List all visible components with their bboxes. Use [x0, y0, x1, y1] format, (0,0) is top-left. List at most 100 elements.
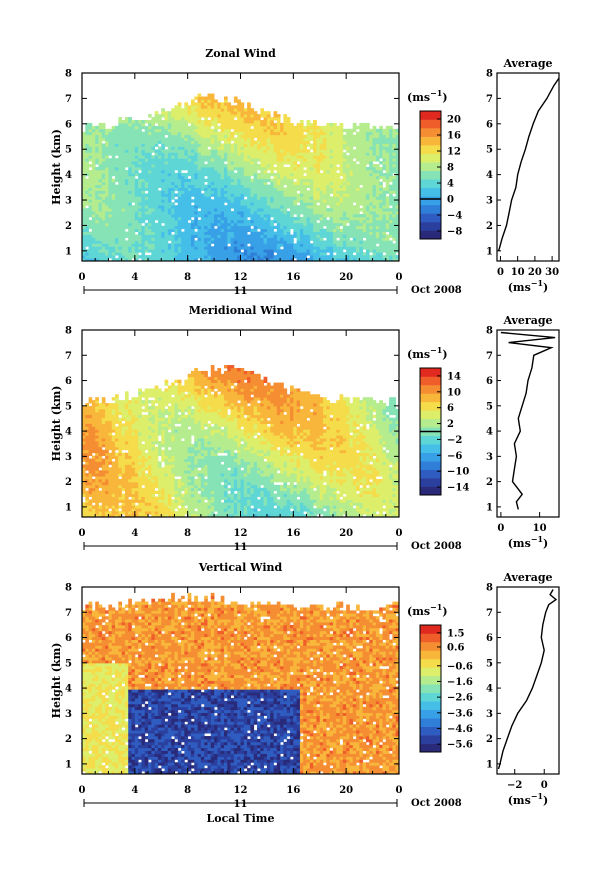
heatmap-cell: [247, 155, 251, 159]
heatmap-cell: [115, 219, 119, 224]
heatmap-cell: [171, 143, 175, 147]
heatmap-cell: [164, 211, 169, 215]
heatmap-cell: [336, 131, 340, 136]
heatmap-cell: [253, 216, 258, 221]
heatmap-cell: [171, 146, 175, 150]
heatmap-cell: [263, 128, 268, 133]
heatmap-cell: [369, 225, 373, 230]
heatmap-cell: [306, 216, 311, 221]
heatmap-cell: [332, 216, 337, 221]
heatmap-cell: [296, 222, 301, 227]
heatmap-cell: [319, 196, 324, 200]
heatmap-cell: [144, 231, 149, 235]
heatmap-cell: [270, 155, 274, 159]
heatmap-cell: [217, 158, 222, 162]
heatmap-cell: [299, 167, 304, 171]
heatmap-cell: [210, 102, 215, 106]
heatmap-cell: [375, 211, 380, 215]
heatmap-cell: [313, 120, 317, 124]
heatmap-cell: [171, 164, 175, 168]
heatmap-cell: [283, 205, 288, 209]
heatmap-cell: [171, 219, 175, 224]
heatmap-cell: [174, 158, 179, 162]
heatmap-cell: [263, 243, 268, 247]
heatmap-cell: [319, 240, 324, 244]
unit-text: (ms: [407, 91, 430, 104]
heatmap-cell: [200, 202, 205, 206]
heatmap-cell: [124, 137, 129, 141]
heatmap-cell: [326, 149, 331, 153]
heatmap-cell: [273, 196, 278, 200]
heatmap-cell: [247, 199, 251, 203]
heatmap-cell: [369, 128, 373, 133]
heatmap-cell: [392, 231, 397, 235]
heatmap-cell: [174, 155, 179, 159]
heatmap-cell: [273, 146, 278, 150]
heatmap-cell: [214, 99, 218, 103]
heatmap-cell: [85, 137, 89, 141]
heatmap-cell: [177, 205, 182, 209]
heatmap-cell: [346, 208, 350, 212]
heatmap-cell: [128, 202, 132, 206]
heatmap-cell: [157, 137, 162, 141]
heatmap-cell: [296, 193, 301, 197]
heatmap-cell: [141, 125, 146, 130]
heatmap-cell: [88, 199, 93, 203]
heatmap-cell: [118, 216, 123, 221]
heatmap-cell: [270, 169, 274, 174]
heatmap-cell: [323, 205, 327, 209]
heatmap-cell: [128, 216, 132, 221]
heatmap-cell: [167, 155, 172, 159]
heatmap-cell: [253, 205, 258, 209]
heatmap-cell: [299, 205, 304, 209]
heatmap-cell: [91, 231, 96, 235]
heatmap-cell: [227, 155, 231, 159]
heatmap-cell: [385, 249, 390, 253]
heatmap-cell: [85, 216, 89, 221]
heatmap-cell: [88, 134, 93, 139]
heatmap-cell: [349, 240, 354, 244]
heatmap-cell: [111, 128, 116, 133]
heatmap-cell: [141, 255, 146, 259]
heatmap-cell: [105, 479, 109, 483]
heatmap-cell: [230, 216, 235, 221]
heatmap-cell: [270, 122, 274, 127]
heatmap-cell: [105, 417, 109, 421]
heatmap-cell: [306, 178, 311, 183]
heatmap-cell: [349, 249, 354, 253]
heatmap-cell: [382, 258, 387, 262]
heatmap-cell: [379, 237, 383, 241]
heatmap-cell: [82, 408, 86, 413]
heatmap-cell: [392, 255, 397, 259]
heatmap-cell: [108, 514, 113, 518]
heatmap-cell: [326, 243, 331, 247]
heatmap-cell: [220, 211, 225, 215]
heatmap-cell: [369, 178, 373, 183]
heatmap-cell: [233, 249, 238, 253]
colorbar-swatch: [420, 230, 441, 240]
heatmap-cell: [309, 231, 314, 235]
heatmap-cell: [286, 155, 291, 159]
heatmap-cell: [171, 187, 175, 191]
heatmap-cell: [283, 146, 288, 150]
heatmap-cell: [263, 246, 268, 250]
heatmap-cell: [88, 426, 93, 430]
heatmap-cell: [148, 202, 152, 206]
heatmap-cell: [161, 234, 165, 238]
colorbar-swatch: [420, 213, 441, 223]
heatmap-cell: [336, 149, 340, 153]
heatmap-cell: [190, 237, 195, 241]
heatmap-cell: [164, 155, 169, 159]
heatmap-cell: [389, 187, 393, 191]
heatmap-cell: [296, 152, 301, 156]
heatmap-cell: [184, 137, 189, 141]
heatmap-cell: [385, 234, 390, 238]
heatmap-cell: [375, 128, 380, 133]
heatmap-cell: [161, 196, 165, 200]
heatmap-cell: [233, 231, 238, 235]
heatmap-cell: [174, 128, 179, 133]
heatmap-cell: [88, 411, 93, 416]
heatmap-cell: [141, 246, 146, 250]
heatmap-cell: [273, 167, 278, 171]
heatmap-cell: [375, 155, 380, 159]
